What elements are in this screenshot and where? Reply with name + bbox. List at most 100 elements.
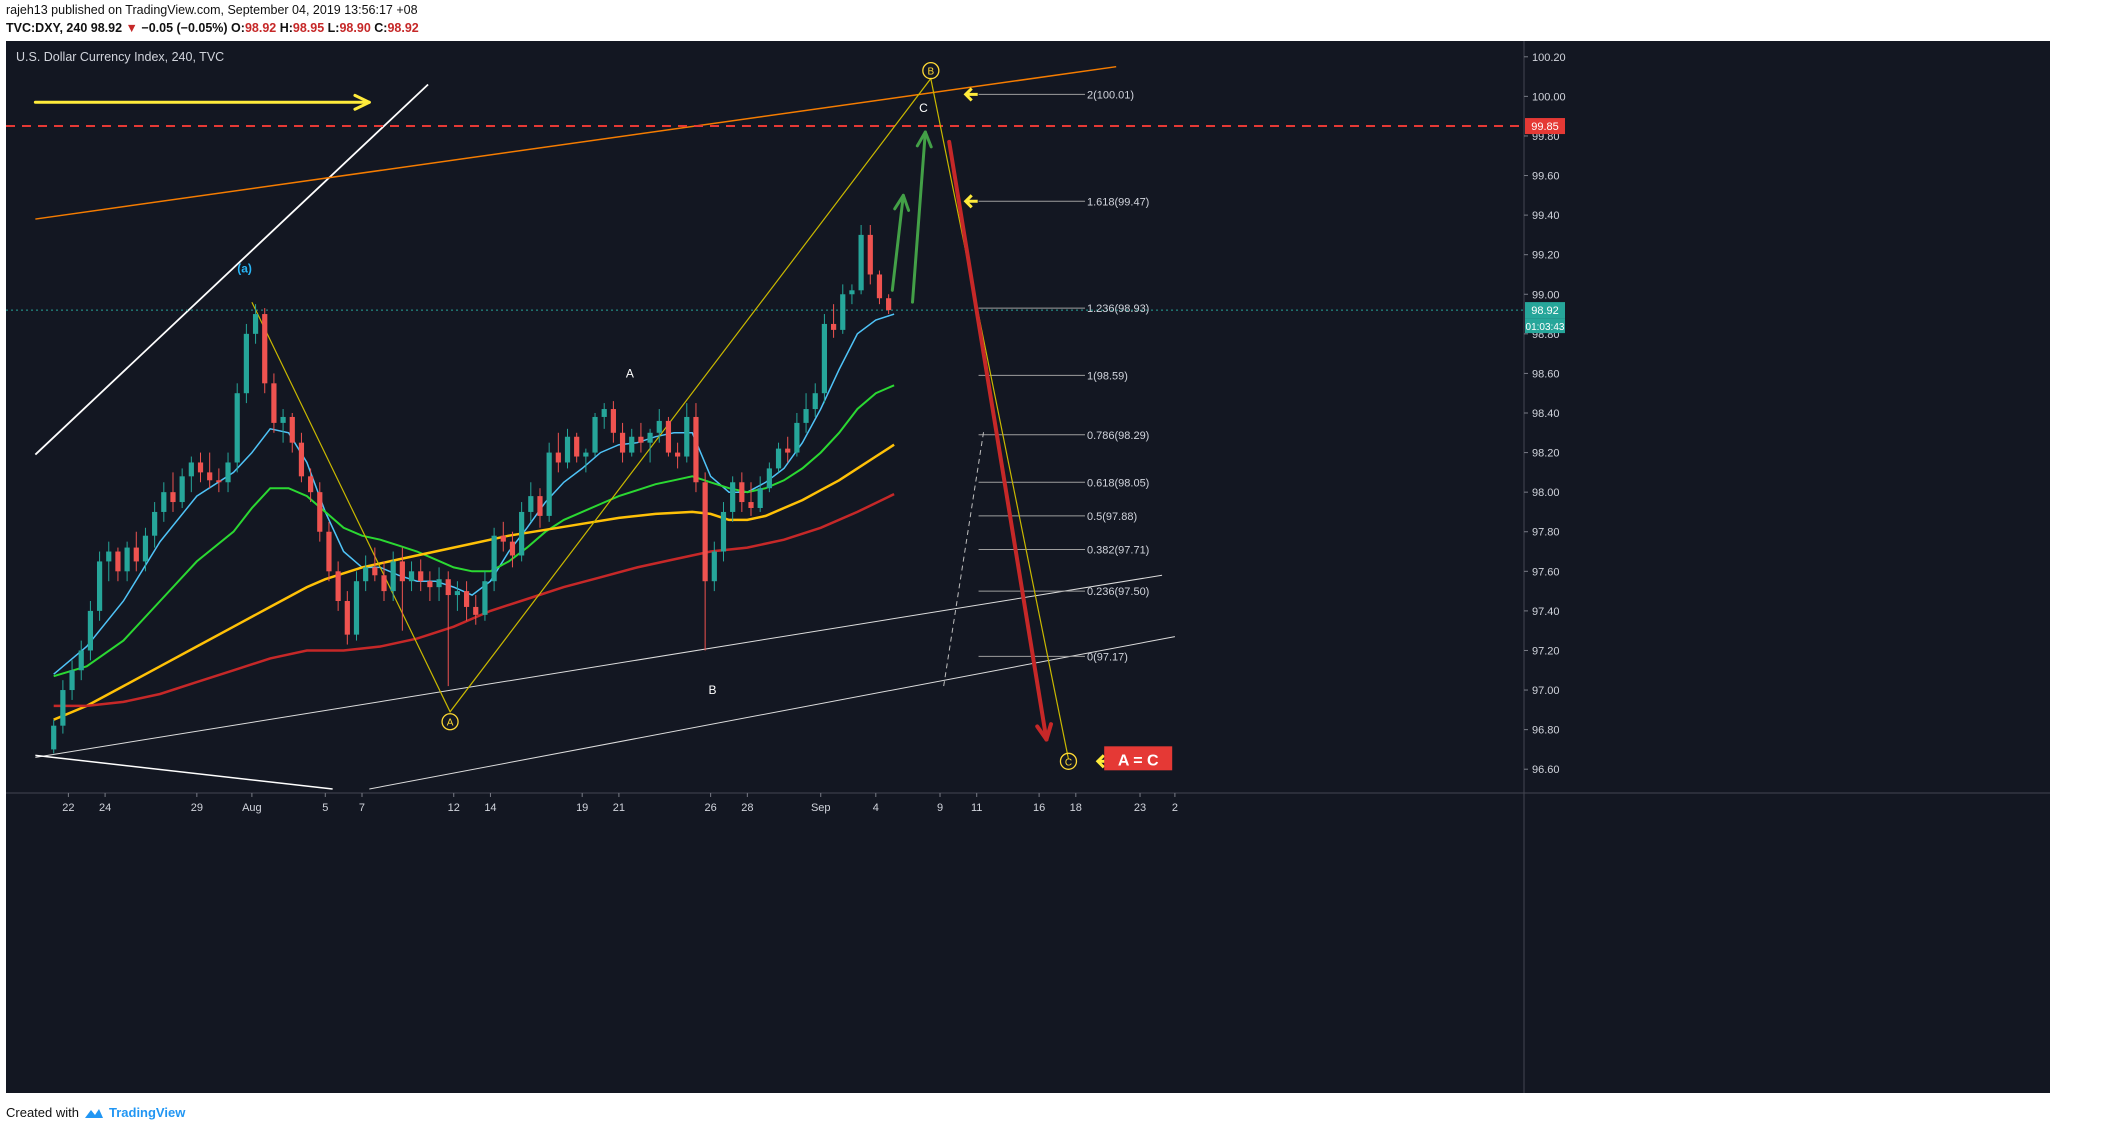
candle-body bbox=[344, 601, 350, 635]
chart-panel[interactable]: U.S. Dollar Currency Index, 240, TVC 2(1… bbox=[6, 41, 2050, 1093]
candle-body bbox=[473, 606, 479, 615]
time-axis-label: Sep bbox=[811, 802, 831, 814]
price-axis-label: 99.00 bbox=[1532, 289, 1560, 301]
candle bbox=[445, 571, 451, 687]
candle-body bbox=[445, 579, 451, 596]
candle-body bbox=[427, 581, 433, 588]
candle-body bbox=[519, 511, 525, 556]
candle bbox=[473, 595, 479, 625]
candle-body bbox=[271, 383, 277, 423]
candle bbox=[280, 409, 286, 443]
candle bbox=[124, 541, 130, 582]
fib-level-label: 0.786(98.29) bbox=[1087, 430, 1149, 442]
symbol-label: TVC:DXY, 240 bbox=[6, 21, 88, 35]
candle-body bbox=[840, 294, 846, 330]
candle-body bbox=[794, 422, 800, 453]
candle-body bbox=[418, 571, 424, 582]
candle-body bbox=[262, 314, 268, 384]
candle bbox=[188, 456, 194, 493]
plot-area: 2(100.01) 1.618(99.47) 1.236(98.93) 1(98.59… bbox=[6, 61, 1524, 790]
candle bbox=[289, 413, 295, 453]
candle-body bbox=[381, 575, 387, 592]
candle bbox=[427, 571, 433, 601]
candle bbox=[638, 422, 644, 453]
candle bbox=[463, 581, 470, 621]
candle bbox=[821, 314, 828, 404]
close-label: C: bbox=[374, 21, 388, 35]
candle bbox=[730, 476, 736, 522]
candle bbox=[537, 488, 543, 528]
time-axis-label: 22 bbox=[62, 802, 74, 814]
candle bbox=[344, 591, 350, 645]
time-axis-label: 11 bbox=[971, 802, 982, 814]
candle-body bbox=[830, 323, 837, 330]
footer-brand[interactable]: TradingView bbox=[108, 1105, 186, 1120]
fib-level-label: 0.5(97.88) bbox=[1087, 511, 1137, 523]
candle-body bbox=[592, 416, 598, 453]
trend-line bbox=[34, 83, 429, 456]
candle-body bbox=[693, 416, 699, 483]
publish-info: rajeh13 published on TradingView.com, Se… bbox=[6, 3, 418, 17]
circled-wave-label: A bbox=[447, 718, 454, 729]
time-axis-label: 24 bbox=[99, 802, 111, 814]
candle-body bbox=[436, 579, 442, 588]
candle bbox=[665, 416, 672, 457]
candle-body bbox=[482, 581, 488, 615]
candle bbox=[298, 432, 305, 483]
candle-body bbox=[546, 452, 552, 516]
time-axis-label: 16 bbox=[1033, 802, 1045, 814]
candle-body bbox=[326, 531, 332, 572]
price-axis-label: 100.00 bbox=[1532, 91, 1566, 103]
candle-body bbox=[372, 567, 378, 576]
candle-body bbox=[675, 452, 681, 457]
candle bbox=[170, 472, 176, 512]
price-axis-label: 96.80 bbox=[1532, 725, 1560, 737]
wave-label: B bbox=[708, 683, 716, 697]
countdown-badge bbox=[1525, 318, 1565, 334]
candle-body bbox=[638, 436, 644, 443]
arrow-shaft bbox=[947, 139, 1049, 742]
price-axis-label: 97.40 bbox=[1532, 606, 1560, 618]
candle-body bbox=[647, 432, 653, 443]
candle-body bbox=[748, 502, 754, 508]
candle-body bbox=[583, 452, 589, 457]
price-chart[interactable]: U.S. Dollar Currency Index, 240, TVC 2(1… bbox=[6, 41, 2050, 1093]
trend-line bbox=[35, 574, 1163, 758]
candle-body bbox=[730, 482, 736, 512]
candle-body bbox=[785, 448, 791, 453]
fib-level-label: 0.382(97.71) bbox=[1087, 545, 1149, 557]
arrow-head bbox=[915, 130, 933, 149]
candle-body bbox=[317, 492, 323, 532]
circled-wave-marker bbox=[441, 713, 459, 731]
trend-line bbox=[35, 754, 333, 790]
candle bbox=[69, 660, 75, 700]
close-value: 98.92 bbox=[387, 21, 419, 35]
candle-body bbox=[803, 409, 809, 423]
moving-average-line bbox=[53, 443, 895, 721]
price-axis-label: 98.00 bbox=[1532, 487, 1560, 499]
footer-created-with: Created with bbox=[6, 1105, 79, 1120]
candle bbox=[656, 409, 662, 443]
arrow-head bbox=[893, 193, 911, 212]
candle bbox=[161, 482, 167, 522]
candle bbox=[418, 559, 424, 592]
time-axis-label: 2 bbox=[1172, 802, 1178, 814]
candle-body bbox=[629, 436, 635, 453]
candle-body bbox=[500, 535, 506, 542]
candle-body bbox=[225, 462, 231, 483]
candle-body bbox=[454, 591, 461, 596]
candle-body bbox=[87, 610, 94, 651]
candle bbox=[78, 640, 84, 681]
price-badge bbox=[1525, 118, 1565, 135]
candle-body bbox=[298, 442, 305, 477]
candle bbox=[509, 531, 516, 568]
high-label: H: bbox=[279, 21, 293, 35]
price-badge-label: 99.85 bbox=[1531, 121, 1559, 133]
candle-body bbox=[60, 690, 66, 726]
high-value: 98.95 bbox=[292, 21, 325, 35]
price-axis-label: 96.60 bbox=[1532, 764, 1560, 776]
candle bbox=[353, 571, 360, 641]
candle bbox=[436, 567, 442, 601]
dashed-projection bbox=[943, 428, 985, 687]
candle-body bbox=[51, 725, 57, 750]
